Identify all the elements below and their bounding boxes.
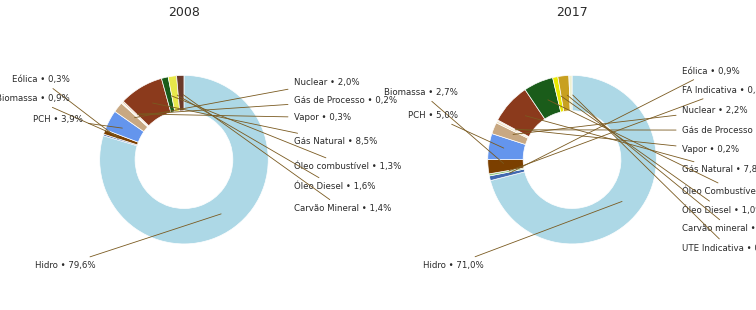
Text: PCH • 5,0%: PCH • 5,0% — [408, 111, 503, 148]
Wedge shape — [122, 101, 149, 126]
Wedge shape — [497, 90, 545, 137]
Wedge shape — [497, 120, 529, 137]
Wedge shape — [489, 168, 524, 176]
Text: Biomassa • 0,9%: Biomassa • 0,9% — [0, 95, 119, 137]
Wedge shape — [177, 75, 184, 111]
Wedge shape — [525, 78, 561, 119]
Text: FA Indicativa • 0,4%: FA Indicativa • 0,4% — [509, 86, 756, 171]
Wedge shape — [489, 169, 525, 181]
Wedge shape — [105, 111, 144, 142]
Wedge shape — [115, 103, 147, 132]
Text: Eólica • 0,3%: Eólica • 0,3% — [12, 75, 118, 138]
Text: Gás Natural • 8,5%: Gás Natural • 8,5% — [153, 103, 377, 146]
Title: 2008: 2008 — [168, 7, 200, 20]
Wedge shape — [103, 134, 138, 146]
Wedge shape — [553, 77, 564, 112]
Wedge shape — [569, 75, 572, 111]
Text: Óleo combustível • 1,3%: Óleo combustível • 1,3% — [172, 96, 401, 171]
Wedge shape — [492, 123, 528, 144]
Wedge shape — [123, 78, 171, 126]
Text: Nuclear • 2,0%: Nuclear • 2,0% — [135, 78, 359, 118]
Text: Nuclear • 2,2%: Nuclear • 2,2% — [513, 106, 747, 135]
Text: Gás Natural • 7,8%: Gás Natural • 7,8% — [525, 116, 756, 174]
Wedge shape — [122, 102, 148, 127]
Wedge shape — [162, 77, 175, 113]
Text: Vapor • 0,3%: Vapor • 0,3% — [138, 113, 351, 122]
Wedge shape — [168, 76, 180, 112]
Text: Óleo Diesel • 1,0%: Óleo Diesel • 1,0% — [561, 96, 756, 215]
Text: UTE Indicativa • 0,6%: UTE Indicativa • 0,6% — [573, 95, 756, 253]
Text: Hidro • 71,0%: Hidro • 71,0% — [423, 202, 622, 269]
Text: PCH • 3,9%: PCH • 3,9% — [33, 115, 122, 128]
Text: Óleo Diesel • 1,6%: Óleo Diesel • 1,6% — [177, 95, 375, 191]
Text: Óleo Combustível • 5,7%: Óleo Combustível • 5,7% — [548, 100, 756, 197]
Text: Hidro • 79,6%: Hidro • 79,6% — [35, 214, 221, 269]
Text: Gás de Processo • 0,2%: Gás de Processo • 0,2% — [138, 96, 397, 114]
Wedge shape — [100, 75, 268, 244]
Text: Gás de Processo • 0,4%: Gás de Processo • 0,4% — [516, 126, 756, 135]
Wedge shape — [104, 130, 138, 145]
Wedge shape — [488, 134, 525, 160]
Text: Vapor • 0,2%: Vapor • 0,2% — [516, 129, 739, 154]
Title: 2017: 2017 — [556, 7, 588, 20]
Wedge shape — [496, 121, 528, 138]
Text: Eólica • 0,9%: Eólica • 0,9% — [510, 67, 739, 173]
Wedge shape — [558, 75, 570, 112]
Wedge shape — [488, 160, 524, 174]
Text: Carvão Mineral • 1,4%: Carvão Mineral • 1,4% — [183, 95, 391, 213]
Text: Carvão mineral • 2,1%: Carvão mineral • 2,1% — [567, 95, 756, 233]
Wedge shape — [491, 75, 656, 244]
Text: Biomassa • 2,7%: Biomassa • 2,7% — [384, 88, 503, 163]
